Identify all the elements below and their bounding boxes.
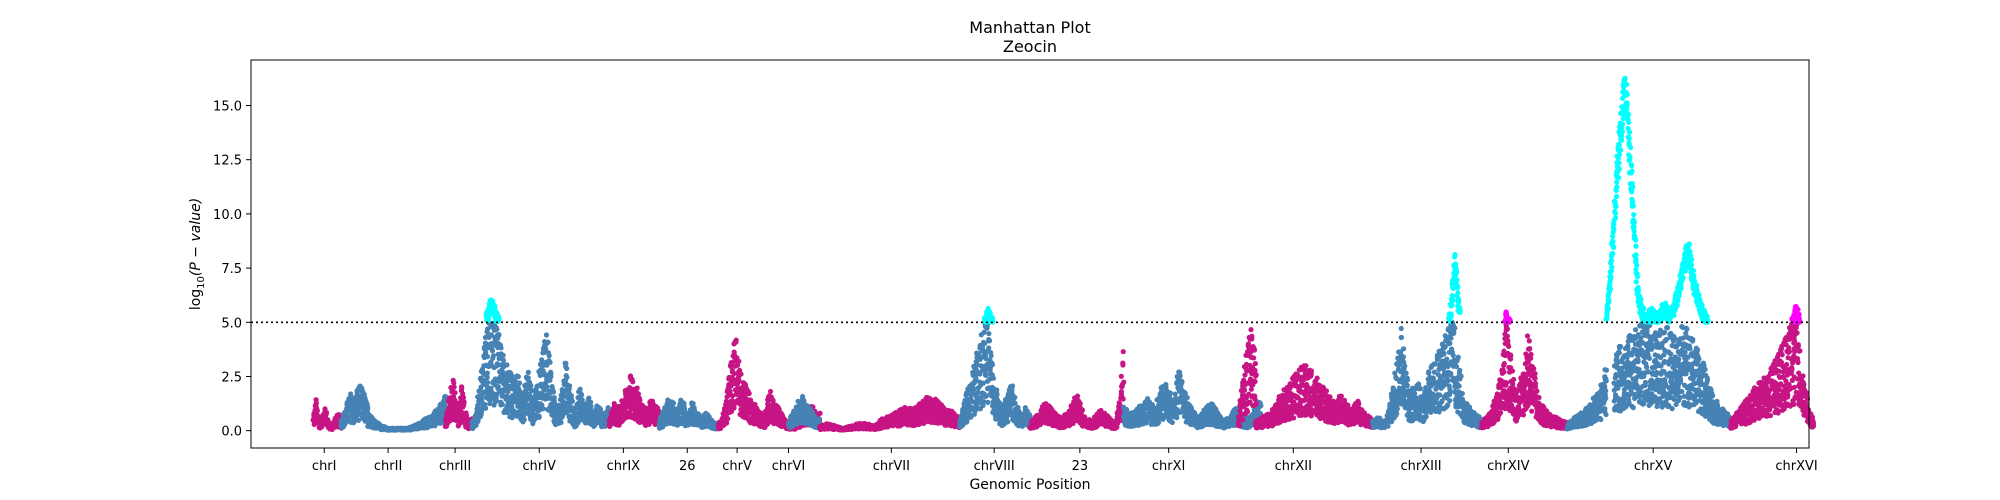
- data-point: [489, 348, 496, 354]
- chromosome-segment-5: [483, 297, 502, 325]
- data-point: [547, 359, 553, 365]
- data-point: [817, 410, 823, 416]
- data-point: [986, 330, 992, 337]
- data-point: [731, 405, 737, 411]
- chromosome-segment-15: [1027, 349, 1127, 431]
- data-point: [738, 371, 744, 377]
- data-point: [459, 385, 465, 391]
- data-point: [545, 339, 551, 345]
- data-point: [541, 370, 547, 376]
- data-point: [314, 408, 320, 414]
- data-point: [494, 326, 500, 332]
- data-point: [588, 403, 594, 409]
- data-point: [461, 400, 467, 406]
- data-point: [681, 400, 687, 407]
- data-point: [515, 374, 521, 380]
- data-point: [536, 414, 542, 420]
- data-point: [550, 389, 557, 395]
- data-point: [496, 332, 502, 338]
- data-point: [492, 303, 498, 309]
- chromosome-segment-1: [338, 383, 371, 430]
- data-point: [484, 353, 491, 360]
- data-point: [564, 374, 570, 380]
- data-point: [564, 365, 570, 372]
- data-point: [525, 375, 531, 381]
- data-point: [483, 405, 489, 411]
- data-point: [636, 396, 643, 402]
- data-point: [990, 375, 997, 381]
- data-point: [994, 391, 1000, 398]
- data-point: [986, 345, 992, 351]
- data-point: [451, 384, 457, 390]
- data-point: [985, 399, 991, 405]
- data-point: [746, 390, 752, 397]
- chromosome-segment-12: [817, 394, 963, 433]
- data-point: [452, 390, 458, 396]
- data-point: [525, 369, 531, 375]
- data-point: [528, 382, 534, 388]
- data-point: [563, 360, 569, 367]
- chart-subtitle: Zeocin: [1003, 37, 1057, 56]
- data-point: [767, 388, 774, 395]
- data-point: [986, 338, 993, 344]
- data-point: [1009, 383, 1016, 389]
- chromosome-segment-9: [715, 337, 768, 432]
- data-point: [567, 383, 573, 389]
- data-point: [988, 353, 994, 359]
- data-points-layer: [310, 75, 1817, 433]
- data-point: [736, 358, 742, 364]
- chromosome-segment-8: [656, 397, 722, 432]
- data-point: [569, 398, 575, 404]
- data-point: [630, 379, 636, 385]
- data-point: [364, 408, 370, 414]
- data-point: [579, 392, 585, 398]
- data-point: [477, 413, 484, 420]
- data-point: [500, 352, 506, 358]
- data-point: [504, 362, 510, 368]
- data-point: [733, 337, 739, 343]
- data-point: [770, 397, 776, 404]
- data-point: [1009, 387, 1015, 394]
- data-point: [323, 409, 329, 416]
- data-point: [548, 374, 554, 380]
- chromosome-segment-6: [497, 332, 613, 430]
- data-point: [348, 393, 354, 399]
- data-point: [634, 385, 640, 391]
- data-point: [484, 370, 490, 376]
- chromosome-segment-4: [469, 320, 503, 432]
- data-point: [1012, 394, 1018, 401]
- chromosome-segment-2: [364, 394, 449, 433]
- data-point: [496, 316, 502, 322]
- data-point: [725, 416, 731, 422]
- data-point: [973, 376, 979, 382]
- data-point: [543, 332, 550, 338]
- data-point: [516, 380, 523, 386]
- data-point: [484, 374, 490, 381]
- data-point: [485, 379, 491, 386]
- data-point: [546, 353, 552, 359]
- chromosome-segment-13: [957, 319, 1033, 430]
- data-point: [355, 417, 362, 423]
- data-point: [540, 406, 546, 412]
- data-point: [499, 401, 505, 407]
- data-point: [442, 394, 448, 400]
- chromosome-segment-7: [606, 373, 662, 429]
- data-point: [691, 405, 697, 411]
- data-point: [983, 372, 989, 379]
- data-point: [521, 416, 527, 423]
- data-point: [516, 387, 522, 393]
- chart-title: Manhattan Plot: [969, 18, 1090, 37]
- data-point: [558, 419, 564, 425]
- data-point: [313, 400, 319, 406]
- data-point: [989, 362, 996, 368]
- chromosome-segment-14: [981, 305, 996, 325]
- data-point: [670, 400, 677, 406]
- data-point: [498, 345, 504, 351]
- data-point: [1005, 419, 1011, 425]
- data-point: [490, 353, 497, 359]
